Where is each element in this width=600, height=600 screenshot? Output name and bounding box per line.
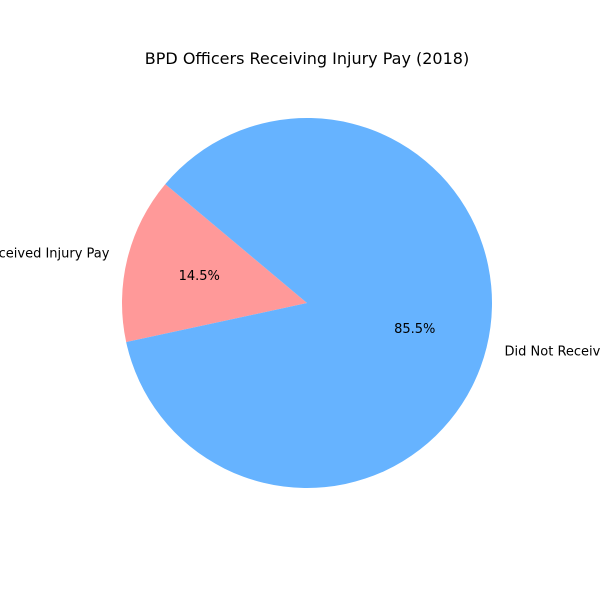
- slice-label-0: Received Injury Pay: [0, 247, 110, 262]
- pie-slice-0: [122, 184, 307, 343]
- pie-labels: Received Injury Pay 14.5% Did Not Receive …: [0, 247, 600, 360]
- pie-slices: [122, 117, 492, 488]
- slice-percent-1: 85.5%: [394, 322, 435, 337]
- chart-title: BPD Officers Receiving Injury Pay (2018): [145, 49, 469, 68]
- pie-slice-1: [126, 117, 492, 488]
- slice-label-1: Did Not Receive Injury Pay: [505, 344, 600, 359]
- slice-percent-0: 14.5%: [179, 269, 220, 284]
